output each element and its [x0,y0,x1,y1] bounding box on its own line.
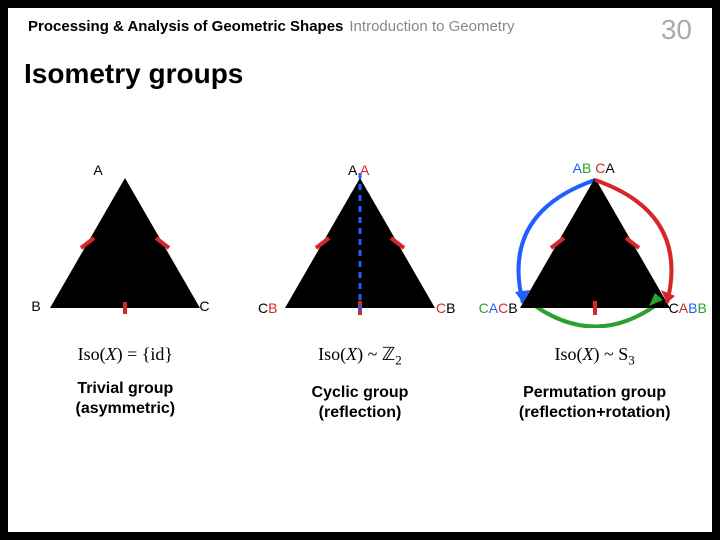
vertex-CB1: CB [258,300,277,316]
slide-header: Processing & Analysis of Geometric Shape… [28,18,692,35]
triangle-trivial: A B C [35,168,215,328]
vertex-B: B [31,298,40,314]
triangle-svg [35,168,215,328]
vertex-A2: A [360,162,369,178]
vertex-br: CABB [669,300,707,316]
vertex-top: AB CA [573,160,615,176]
vertex-CB2: CB [436,300,455,316]
formula-permutation: Iso(X) ~ S3 [555,344,635,369]
slide: Processing & Analysis of Geometric Shape… [8,8,712,532]
triangle-cyclic: A A CB CB [270,168,450,328]
triangle-svg [270,168,450,328]
caption-trivial: Trivial group(asymmetric) [76,379,176,419]
panel-permutation: AB CA CACB CABB Iso(X) ~ S3 Permutation … [485,168,705,423]
vertex-A: A [93,162,102,178]
panel-cyclic: A A CB CB Iso(X) ~ ℤ2 Cyclic group(refle… [250,168,470,423]
caption-cyclic: Cyclic group(reflection) [312,383,409,423]
page-number: 30 [661,14,692,46]
formula-cyclic: Iso(X) ~ ℤ2 [318,344,402,369]
vertex-A1: A [348,162,357,178]
formula-trivial: Iso(X) = {id} [78,344,173,365]
triangle-svg [505,168,685,328]
vertex-C: C [199,298,209,314]
header-course: Processing & Analysis of Geometric Shape… [28,18,343,35]
panel-trivial: A B C Iso(X) = {id} Trivial group(asymme… [15,168,235,423]
triangle-permutation: AB CA CACB CABB [505,168,685,328]
caption-permutation: Permutation group(reflection+rotation) [519,383,671,423]
slide-title: Isometry groups [24,58,243,90]
vertex-bl: CACB [479,300,518,316]
panels-row: A B C Iso(X) = {id} Trivial group(asymme… [8,168,712,423]
header-topic: Introduction to Geometry [349,18,514,35]
